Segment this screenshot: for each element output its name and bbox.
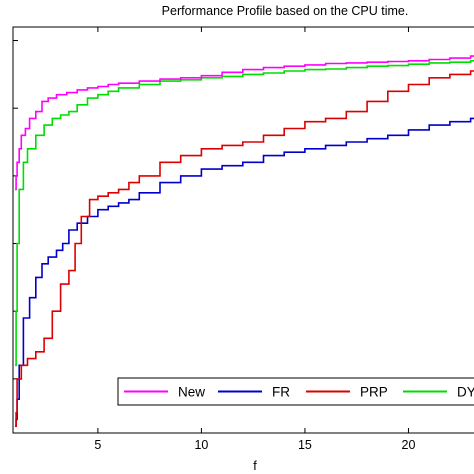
plot-area-frame [12, 26, 474, 434]
x-tick-label: 10 [194, 438, 208, 452]
x-tick-label: 5 [94, 438, 101, 452]
x-axis-ticks: 5 10 15 20 [94, 27, 415, 452]
series-lines [15, 55, 474, 427]
chart-title: Performance Profile based on the CPU tim… [162, 4, 409, 18]
series-line-fr [15, 117, 474, 427]
x-tick-label: 15 [298, 438, 312, 452]
series-line-prp [15, 70, 474, 427]
series-line-new [15, 55, 474, 191]
legend-label-fr: FR [272, 385, 290, 400]
legend-label-new: New [178, 385, 205, 400]
legend-label-dy: DY [457, 385, 474, 400]
legend: New FR PRP DY [117, 377, 474, 406]
x-tick-label: 20 [402, 438, 416, 452]
legend-label-prp: PRP [360, 385, 388, 400]
series-line-dy [15, 60, 474, 367]
x-axis-label: f [253, 459, 257, 473]
